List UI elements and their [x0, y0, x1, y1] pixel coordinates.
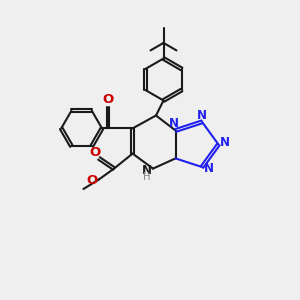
Text: H: H	[143, 172, 150, 182]
Text: N: N	[197, 109, 207, 122]
Text: O: O	[87, 174, 98, 188]
Text: O: O	[102, 93, 114, 106]
Text: O: O	[90, 146, 101, 159]
Text: N: N	[169, 117, 179, 130]
Text: N: N	[204, 162, 214, 175]
Text: N: N	[141, 164, 152, 177]
Text: N: N	[220, 136, 230, 149]
